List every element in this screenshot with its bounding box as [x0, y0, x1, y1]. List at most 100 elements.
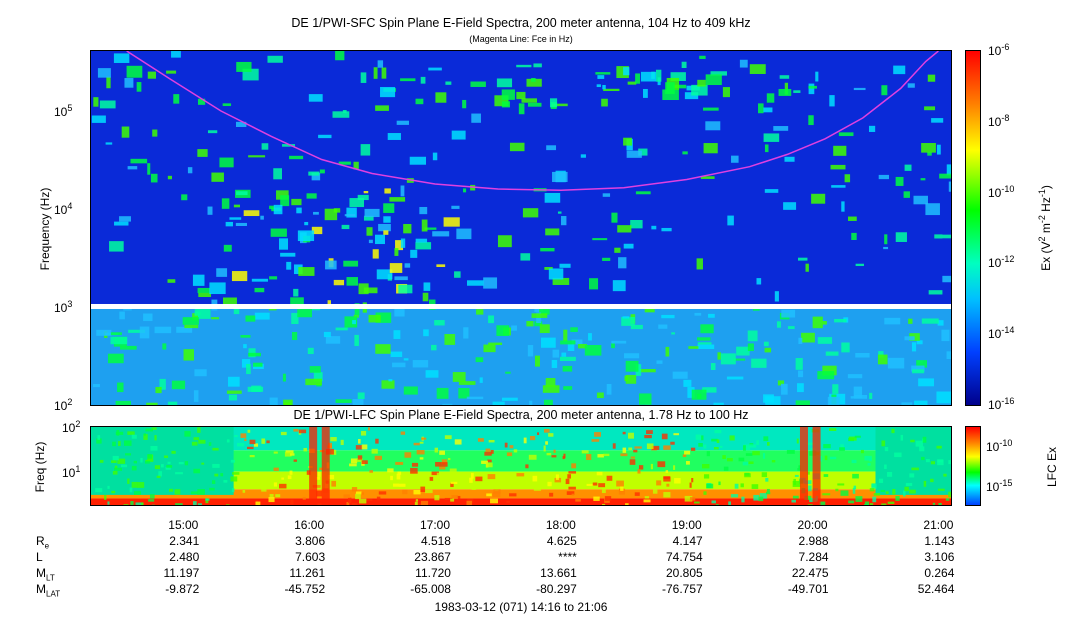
lfc-noise-cell	[164, 455, 169, 458]
sfc-noise-cell	[570, 327, 578, 332]
lfc-noise-cell	[711, 438, 718, 442]
sfc-noise-cell	[630, 324, 643, 330]
lfc-noise-cell	[633, 449, 638, 453]
sfc-noise-cell	[763, 133, 780, 142]
lfc-noise-cell	[371, 448, 378, 454]
sfc-noise-cell	[602, 193, 611, 197]
sfc-noise-cell	[853, 386, 863, 399]
sfc-noise-cell	[130, 158, 148, 164]
sfc-noise-cell	[805, 263, 809, 272]
sfc-noise-cell	[173, 94, 180, 104]
ephemeris-row-label: L	[36, 550, 43, 564]
lfc-noise-cell	[253, 443, 259, 447]
sfc-noise-cell	[254, 287, 265, 293]
lfc-noise-cell	[909, 473, 915, 478]
lfc-noise-cell	[729, 435, 735, 441]
sfc-noise-cell	[325, 336, 341, 344]
sfc-noise-cell	[404, 263, 411, 268]
lfc-noise-cell	[361, 444, 368, 450]
lfc-noise-cell	[695, 434, 702, 440]
sfc-noise-cell	[454, 271, 461, 278]
sfc-noise-cell	[822, 365, 837, 376]
sfc-noise-cell	[937, 320, 944, 326]
sfc-noise-cell	[511, 325, 517, 331]
sfc-noise-cell	[811, 193, 826, 204]
sfc-y-tick-label: 104	[54, 200, 73, 217]
sfc-noise-cell	[497, 235, 512, 248]
ephemeris-cell: -9.872	[165, 582, 200, 596]
sfc-noise-cell	[501, 89, 515, 100]
lfc-noise-cell	[440, 462, 448, 467]
lfc-noise-cell	[530, 435, 536, 441]
sfc-noise-cell	[697, 342, 712, 345]
lfc-noise-cell	[178, 462, 184, 465]
sfc-noise-cell	[166, 70, 177, 74]
ephemeris-cell: 7.603	[295, 550, 326, 564]
sfc-noise-cell	[916, 340, 923, 345]
sfc-noise-cell	[844, 174, 851, 183]
sfc-noise-cell	[373, 67, 378, 79]
sfc-noise-cell	[360, 72, 367, 83]
sfc-noise-cell	[319, 169, 325, 174]
sfc-noise-cell	[335, 327, 348, 331]
lfc-noise-cell	[289, 470, 293, 475]
lfc-noise-cell	[369, 470, 373, 473]
lfc-noise-cell	[644, 434, 652, 439]
lfc-noise-cell	[390, 475, 393, 481]
lfc-colorbar-tick-label: 10-15	[986, 478, 1013, 494]
ephemeris-cell: 11.197	[163, 566, 200, 580]
lfc-noise-cell	[211, 480, 216, 484]
sfc-noise-cell	[114, 221, 129, 226]
time-tick-label: 16:00	[294, 518, 325, 532]
lfc-noise-cell	[419, 457, 424, 460]
lfc-noise-cell	[860, 449, 864, 454]
sfc-noise-cell	[358, 283, 369, 295]
lfc-noise-cell	[154, 435, 157, 441]
lfc-noise-cell	[823, 474, 829, 477]
sfc-noise-cell	[289, 155, 304, 160]
sfc-noise-cell	[273, 168, 282, 180]
sfc-noise-cell	[670, 72, 686, 81]
lfc-noise-cell	[666, 483, 670, 487]
sfc-noise-cell	[147, 71, 156, 79]
sfc-noise-cell	[614, 247, 621, 253]
sfc-noise-cell	[700, 324, 714, 334]
sfc-noise-cell	[233, 204, 241, 208]
lfc-noise-cell	[616, 480, 624, 487]
sfc-noise-cell	[159, 378, 166, 390]
lfc-noise-cell	[620, 485, 624, 491]
lfc-noise-cell	[855, 496, 863, 502]
lfc-noise-cell	[230, 459, 236, 463]
lfc-noise-cell	[117, 458, 126, 464]
lfc-noise-cell	[797, 468, 802, 471]
sfc-noise-cell	[851, 232, 857, 240]
lfc-noise-cell	[376, 496, 381, 501]
sfc-noise-cell	[267, 55, 283, 63]
sfc-noise-cell	[841, 201, 845, 212]
sfc-noise-cell	[273, 204, 283, 215]
sfc-noise-cell	[128, 329, 146, 333]
sfc-noise-cell	[602, 257, 611, 261]
sfc-noise-cell	[883, 246, 889, 250]
sfc-noise-cell	[152, 129, 158, 137]
sfc-noise-cell	[366, 227, 373, 236]
lfc-noise-cell	[191, 441, 198, 446]
lfc-noise-cell	[546, 452, 552, 456]
sfc-noise-cell	[357, 392, 365, 400]
lfc-noise-cell	[748, 461, 754, 465]
ephemeris-cell: 0.264	[924, 566, 955, 580]
lfc-noise-cell	[523, 437, 527, 444]
sfc-noise-cell	[235, 121, 247, 127]
sfc-noise-cell	[764, 189, 779, 193]
sfc-noise-cell	[777, 380, 785, 386]
lfc-noise-cell	[127, 431, 135, 435]
sfc-noise-cell	[496, 78, 513, 88]
lfc-noise-cell	[592, 482, 598, 486]
lfc-noise-cell	[246, 446, 254, 450]
time-tick-label: 17:00	[419, 518, 450, 532]
lfc-noise-cell	[756, 440, 759, 446]
sfc-noise-cell	[710, 71, 727, 76]
sfc-noise-cell	[623, 243, 634, 249]
lfc-noise-cell	[209, 487, 215, 491]
lfc-noise-cell	[306, 470, 311, 475]
